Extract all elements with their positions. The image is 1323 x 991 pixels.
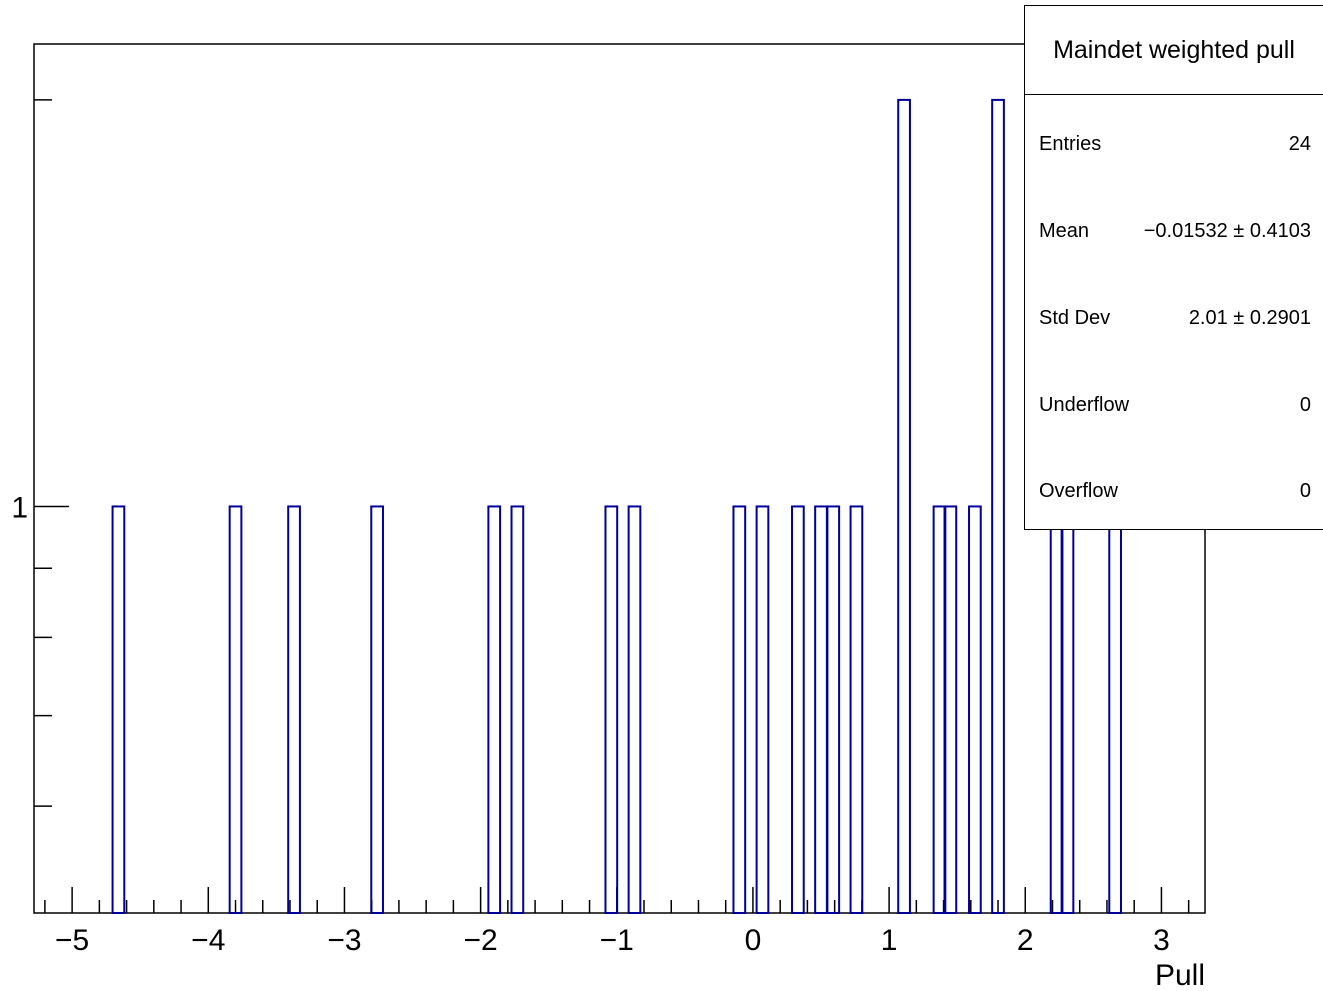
x-tick-label: −1 [600,924,634,957]
histogram-bar [510,505,525,914]
x-tick-label: 3 [1153,924,1170,957]
y-tick-label: 1 [11,491,28,524]
stats-label: Overflow [1039,479,1118,502]
stats-row-entries: Entries 24 [1039,129,1311,159]
stats-label: Std Dev [1039,306,1111,329]
histogram-bar [791,505,805,914]
stats-value: 0 [1299,479,1311,502]
x-tick-label: −5 [55,924,89,957]
histogram-bar [814,505,828,914]
stats-title: Maindet weighted pull [1025,6,1323,95]
histogram-bar [111,505,126,914]
stats-row-underflow: Underflow 0 [1039,390,1311,420]
histogram-bar [627,505,642,914]
histogram-bar [370,505,384,914]
histogram-bar [826,505,841,914]
histogram-bar [755,505,770,914]
histogram-bar [487,505,502,914]
x-tick-label: 0 [745,924,762,957]
x-tick-label: −3 [327,924,361,957]
histogram-bar [732,505,747,914]
x-tick-label: −2 [464,924,498,957]
histogram-bar [1108,505,1122,914]
x-tick-label: 1 [881,924,898,957]
stats-value: 2.01 ± 0.2901 [1188,306,1311,329]
stats-value: 24 [1288,132,1311,155]
histogram-bar [991,98,1005,915]
histogram-bar [604,505,619,914]
stats-row-mean: Mean −0.01532 ± 0.4103 [1039,216,1311,246]
stats-row-overflow: Overflow 0 [1039,476,1311,506]
histogram-bar [897,98,911,915]
stats-value: −0.01532 ± 0.4103 [1143,219,1311,242]
stats-label: Underflow [1039,393,1130,416]
stats-box: Maindet weighted pull Entries 24 Mean −0… [1024,5,1323,530]
histogram-bars [111,98,1122,915]
x-tick-label: −4 [191,924,225,957]
stats-label: Mean [1039,219,1090,242]
x-axis-ticks: −5 −4 −3 −2 −1 0 1 2 3 [44,887,1190,957]
histogram-bar [849,505,864,914]
stats-value: 0 [1299,393,1311,416]
histogram-bar [968,505,982,914]
histogram-bar [287,505,301,914]
x-axis-label: Pull [1155,959,1205,991]
stats-row-std-dev: Std Dev 2.01 ± 0.2901 [1039,303,1311,333]
histogram-bar [228,505,243,914]
y-axis-ticks: 1 [11,99,69,807]
stats-label: Entries [1039,132,1102,155]
x-tick-label: 2 [1017,924,1034,957]
histogram-bar [943,505,958,914]
